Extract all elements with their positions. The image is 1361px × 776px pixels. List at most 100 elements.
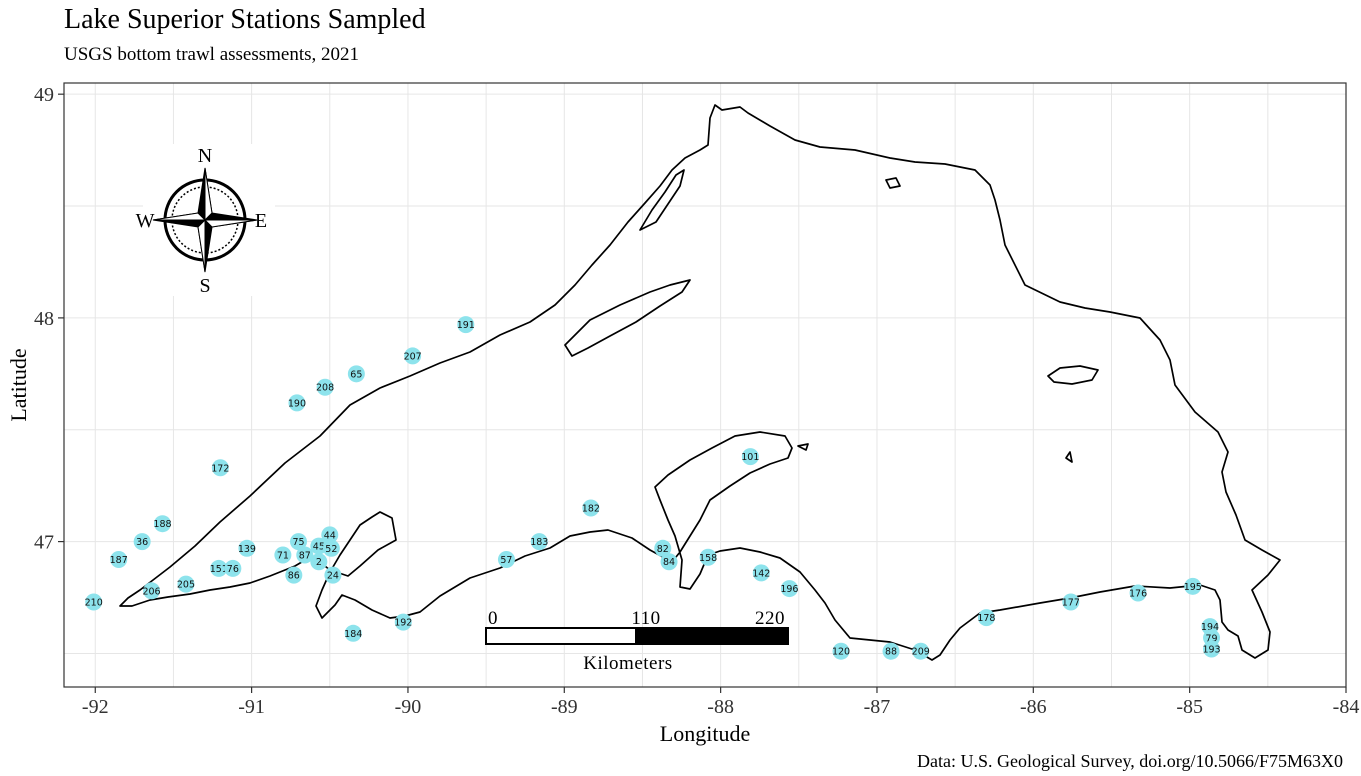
station-marker[interactable]: 196 (780, 580, 798, 598)
station-point[interactable] (1203, 640, 1221, 658)
station-point[interactable] (882, 642, 900, 660)
station-marker[interactable]: 178 (977, 609, 995, 627)
scale-bar: 0 110 220 Kilometers (485, 608, 789, 674)
station-marker[interactable]: 209 (912, 642, 930, 660)
station-marker[interactable]: 192 (394, 613, 412, 631)
station-marker[interactable]: 210 (85, 593, 103, 611)
station-label: 76 (227, 564, 239, 575)
station-point[interactable] (1129, 584, 1147, 602)
station-marker[interactable]: 151 (210, 559, 228, 577)
station-point[interactable] (153, 515, 171, 533)
station-point[interactable] (274, 546, 292, 564)
station-label: 193 (1202, 644, 1220, 655)
station-point[interactable] (654, 539, 672, 557)
station-point[interactable] (977, 609, 995, 627)
station-marker[interactable]: 208 (316, 378, 334, 396)
station-point[interactable] (780, 580, 798, 598)
station-point[interactable] (582, 499, 600, 517)
station-point[interactable] (85, 593, 103, 611)
station-marker[interactable]: 191 (457, 316, 475, 334)
station-marker[interactable]: 75 (290, 533, 308, 551)
station-label: 82 (657, 544, 669, 555)
station-label: 187 (110, 555, 128, 566)
station-point[interactable] (224, 559, 242, 577)
station-label: 120 (832, 647, 850, 658)
station-marker[interactable]: 176 (1129, 584, 1147, 602)
station-marker[interactable]: 44 (321, 526, 339, 544)
station-marker[interactable]: 139 (238, 539, 256, 557)
station-point[interactable] (457, 316, 475, 334)
station-label: 158 (699, 553, 717, 564)
station-point[interactable] (394, 613, 412, 631)
station-label: 205 (177, 580, 195, 591)
station-point[interactable] (530, 533, 548, 551)
station-point[interactable] (324, 566, 342, 584)
station-marker[interactable]: 82 (654, 539, 672, 557)
station-point[interactable] (321, 526, 339, 544)
station-marker[interactable]: 65 (347, 365, 365, 383)
station-point[interactable] (404, 347, 422, 365)
station-marker[interactable]: 101 (741, 448, 759, 466)
station-marker[interactable]: 207 (404, 347, 422, 365)
station-marker[interactable]: 193 (1202, 640, 1221, 658)
station-point[interactable] (832, 642, 850, 660)
station-point[interactable] (1184, 577, 1202, 595)
station-marker[interactable]: 172 (211, 459, 229, 477)
station-point[interactable] (238, 539, 256, 557)
station-point[interactable] (285, 566, 303, 584)
station-marker[interactable]: 57 (497, 550, 515, 568)
station-point[interactable] (211, 459, 229, 477)
station-point[interactable] (347, 365, 365, 383)
x-axis-title: Longitude (660, 721, 750, 746)
station-point[interactable] (296, 546, 314, 564)
station-marker[interactable]: 195 (1184, 577, 1202, 595)
station-point[interactable] (1062, 593, 1080, 611)
station-marker[interactable]: 52 (322, 539, 340, 557)
x-tick-label: -87 (864, 696, 891, 718)
scale-label-110: 110 (631, 608, 660, 629)
station-point[interactable] (699, 548, 717, 566)
station-marker[interactable]: 206 (142, 582, 161, 600)
station-label: 188 (153, 519, 171, 530)
station-marker[interactable]: 177 (1062, 593, 1080, 611)
station-marker[interactable]: 190 (288, 394, 306, 412)
station-point[interactable] (143, 582, 161, 600)
station-marker[interactable]: 71 (274, 546, 292, 564)
station-marker[interactable]: 205 (177, 575, 195, 593)
station-point[interactable] (290, 533, 308, 551)
station-point[interactable] (497, 550, 515, 568)
station-point[interactable] (133, 533, 151, 551)
station-marker[interactable]: 183 (530, 533, 548, 551)
station-label: 184 (344, 629, 362, 640)
station-point[interactable] (344, 624, 362, 642)
station-marker[interactable]: 88 (882, 642, 900, 660)
station-marker[interactable]: 36 (133, 533, 151, 551)
station-marker[interactable]: 2 (310, 553, 328, 571)
station-marker[interactable]: 187 (110, 550, 128, 568)
station-marker[interactable]: 24 (324, 566, 342, 584)
station-point[interactable] (110, 550, 128, 568)
station-point[interactable] (177, 575, 195, 593)
station-marker[interactable]: 184 (344, 624, 362, 642)
station-marker[interactable]: 120 (832, 642, 850, 660)
station-marker[interactable]: 158 (699, 548, 717, 566)
station-marker[interactable]: 87 (296, 546, 314, 564)
station-marker[interactable]: 76 (224, 559, 242, 577)
station-point[interactable] (210, 559, 228, 577)
station-point[interactable] (316, 378, 334, 396)
station-marker[interactable]: 188 (153, 515, 172, 533)
station-point[interactable] (322, 539, 340, 557)
small-island (1065, 451, 1073, 463)
station-marker[interactable]: 84 (660, 553, 678, 571)
station-point[interactable] (288, 394, 306, 412)
station-marker[interactable]: 86 (285, 566, 303, 584)
station-marker[interactable]: 182 (582, 499, 600, 517)
station-point[interactable] (752, 564, 770, 582)
map-subtitle: USGS bottom trawl assessments, 2021 (64, 44, 360, 65)
station-point[interactable] (912, 642, 930, 660)
station-point[interactable] (741, 448, 759, 466)
station-marker[interactable]: 142 (752, 564, 770, 582)
station-label: 191 (457, 320, 475, 331)
station-point[interactable] (310, 553, 328, 571)
station-point[interactable] (660, 553, 678, 571)
